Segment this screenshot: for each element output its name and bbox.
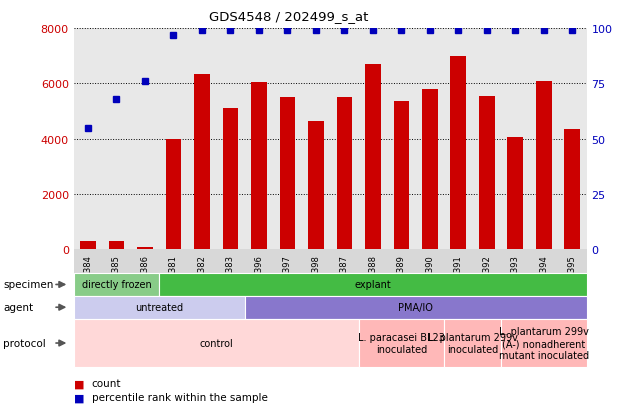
- Text: ■: ■: [74, 378, 84, 388]
- Bar: [422, 90, 438, 250]
- Bar: [308, 121, 324, 250]
- Text: PMA/IO: PMA/IO: [398, 302, 433, 313]
- Bar: [80, 241, 96, 250]
- Bar: [536, 81, 552, 250]
- Text: agent: agent: [3, 302, 33, 313]
- Text: L. plantarum 299v
(A-) nonadherent
mutant inoculated: L. plantarum 299v (A-) nonadherent mutan…: [499, 327, 589, 360]
- Bar: [108, 242, 124, 250]
- Bar: [222, 109, 238, 250]
- Text: specimen: specimen: [3, 280, 54, 290]
- Text: directly frozen: directly frozen: [81, 280, 151, 290]
- Bar: [251, 83, 267, 250]
- Text: percentile rank within the sample: percentile rank within the sample: [92, 392, 267, 402]
- Text: L. plantarum 299v
inoculated: L. plantarum 299v inoculated: [428, 332, 517, 354]
- Text: L. paracasei BL23
inoculated: L. paracasei BL23 inoculated: [358, 332, 445, 354]
- Text: protocol: protocol: [3, 338, 46, 348]
- Bar: [565, 130, 580, 250]
- Bar: [479, 97, 495, 250]
- Text: explant: explant: [354, 280, 391, 290]
- Bar: [279, 98, 296, 250]
- Text: GDS4548 / 202499_s_at: GDS4548 / 202499_s_at: [209, 10, 368, 23]
- Bar: [508, 138, 523, 250]
- Bar: [451, 57, 466, 250]
- Text: control: control: [199, 338, 233, 348]
- Bar: [365, 65, 381, 250]
- Text: count: count: [92, 378, 121, 388]
- Bar: [137, 247, 153, 250]
- Text: untreated: untreated: [135, 302, 183, 313]
- Text: ■: ■: [74, 392, 84, 402]
- Bar: [194, 74, 210, 250]
- Bar: [394, 101, 409, 250]
- Bar: [337, 98, 352, 250]
- Bar: [165, 140, 181, 250]
